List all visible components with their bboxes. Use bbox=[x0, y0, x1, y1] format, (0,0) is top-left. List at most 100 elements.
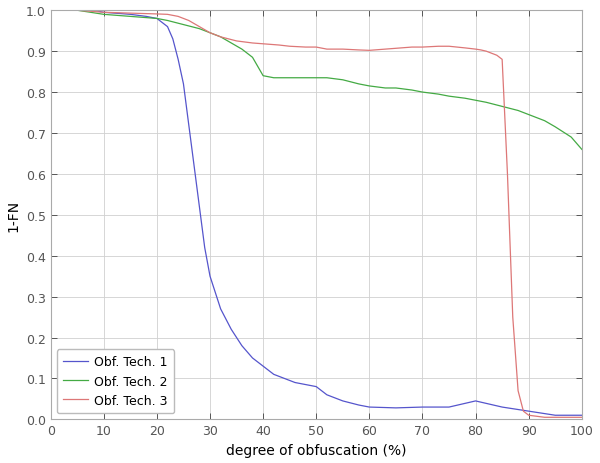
Obf. Tech. 3 bbox=[445, 44, 452, 50]
Obf. Tech. 1 bbox=[419, 404, 426, 410]
Obf. Tech. 3 bbox=[127, 11, 134, 17]
Obf. Tech. 3 bbox=[461, 46, 469, 51]
Obf. Tech. 1 bbox=[445, 404, 452, 410]
Obf. Tech. 1 bbox=[525, 408, 532, 414]
Obf. Tech. 1 bbox=[111, 11, 118, 17]
Obf. Tech. 3 bbox=[568, 414, 575, 420]
Obf. Tech. 3 bbox=[541, 414, 548, 420]
Obf. Tech. 3 bbox=[520, 408, 527, 414]
Obf. Tech. 1 bbox=[89, 8, 97, 14]
Obf. Tech. 1 bbox=[339, 398, 346, 404]
Obf. Tech. 3 bbox=[185, 19, 193, 24]
Obf. Tech. 1 bbox=[249, 356, 256, 361]
Obf. Tech. 1 bbox=[190, 163, 197, 169]
Obf. Tech. 2 bbox=[514, 108, 521, 114]
Obf. Tech. 2 bbox=[499, 104, 506, 110]
Obf. Tech. 2 bbox=[323, 76, 331, 81]
Obf. Tech. 3 bbox=[514, 388, 521, 394]
Obf. Tech. 1 bbox=[201, 245, 208, 251]
Obf. Tech. 1 bbox=[164, 25, 171, 31]
Obf. Tech. 3 bbox=[408, 45, 415, 51]
Obf. Tech. 3 bbox=[499, 57, 506, 63]
Y-axis label: 1-FN: 1-FN bbox=[6, 199, 20, 232]
Obf. Tech. 3 bbox=[47, 8, 54, 14]
Obf. Tech. 1 bbox=[238, 343, 245, 349]
Obf. Tech. 3 bbox=[419, 45, 426, 51]
Obf. Tech. 1 bbox=[196, 204, 203, 210]
Obf. Tech. 3 bbox=[504, 172, 511, 177]
Obf. Tech. 3 bbox=[472, 47, 479, 53]
Obf. Tech. 3 bbox=[153, 12, 160, 18]
Obf. Tech. 2 bbox=[270, 76, 277, 81]
Obf. Tech. 3 bbox=[488, 51, 495, 57]
Obf. Tech. 1 bbox=[499, 404, 506, 410]
Obf. Tech. 2 bbox=[313, 76, 320, 81]
Obf. Tech. 1 bbox=[74, 8, 81, 14]
Obf. Tech. 1 bbox=[313, 384, 320, 389]
Obf. Tech. 2 bbox=[551, 125, 559, 131]
Obf. Tech. 1 bbox=[100, 11, 107, 16]
Obf. Tech. 3 bbox=[382, 47, 389, 53]
Obf. Tech. 3 bbox=[313, 45, 320, 51]
Obf. Tech. 1 bbox=[366, 404, 373, 410]
Obf. Tech. 3 bbox=[206, 31, 214, 37]
Obf. Tech. 2 bbox=[472, 98, 479, 104]
Obf. Tech. 1 bbox=[169, 37, 176, 43]
Obf. Tech. 2 bbox=[164, 19, 171, 24]
Obf. Tech. 2 bbox=[127, 14, 134, 20]
Obf. Tech. 2 bbox=[339, 78, 346, 83]
Obf. Tech. 1 bbox=[180, 82, 187, 88]
Obf. Tech. 2 bbox=[217, 35, 224, 41]
Obf. Tech. 2 bbox=[227, 41, 235, 47]
Obf. Tech. 2 bbox=[206, 31, 214, 37]
Obf. Tech. 1 bbox=[578, 413, 586, 418]
Obf. Tech. 3 bbox=[249, 41, 256, 47]
Obf. Tech. 3 bbox=[74, 8, 81, 14]
Obf. Tech. 1 bbox=[392, 405, 400, 411]
Obf. Tech. 1 bbox=[551, 413, 559, 418]
Obf. Tech. 3 bbox=[493, 53, 500, 59]
Obf. Tech. 2 bbox=[153, 17, 160, 22]
Obf. Tech. 1 bbox=[323, 392, 331, 398]
Obf. Tech. 2 bbox=[355, 82, 362, 88]
Obf. Tech. 2 bbox=[286, 76, 293, 81]
Obf. Tech. 1 bbox=[472, 398, 479, 404]
Obf. Tech. 2 bbox=[445, 94, 452, 100]
Obf. Tech. 2 bbox=[74, 8, 81, 14]
Obf. Tech. 3 bbox=[323, 47, 331, 53]
Obf. Tech. 1 bbox=[260, 363, 267, 369]
Obf. Tech. 3 bbox=[578, 414, 586, 420]
Obf. Tech. 3 bbox=[477, 48, 484, 54]
Obf. Tech. 3 bbox=[275, 43, 283, 49]
Obf. Tech. 2 bbox=[392, 86, 400, 92]
Obf. Tech. 3 bbox=[260, 42, 267, 48]
Obf. Tech. 3 bbox=[217, 35, 224, 41]
Obf. Tech. 2 bbox=[180, 23, 187, 28]
Obf. Tech. 2 bbox=[541, 119, 548, 124]
Obf. Tech. 1 bbox=[281, 376, 288, 382]
Obf. Tech. 3 bbox=[302, 45, 309, 51]
Legend: Obf. Tech. 1, Obf. Tech. 2, Obf. Tech. 3: Obf. Tech. 1, Obf. Tech. 2, Obf. Tech. 3 bbox=[57, 349, 174, 413]
Obf. Tech. 2 bbox=[461, 96, 469, 102]
Obf. Tech. 3 bbox=[233, 39, 240, 44]
Obf. Tech. 1 bbox=[270, 372, 277, 377]
Obf. Tech. 1 bbox=[58, 8, 65, 14]
Obf. Tech. 3 bbox=[286, 44, 293, 50]
X-axis label: degree of obfuscation (%): degree of obfuscation (%) bbox=[226, 443, 406, 457]
Obf. Tech. 3 bbox=[175, 14, 182, 20]
Obf. Tech. 2 bbox=[302, 76, 309, 81]
Obf. Tech. 3 bbox=[100, 11, 107, 16]
Obf. Tech. 2 bbox=[482, 100, 490, 106]
Obf. Tech. 2 bbox=[196, 27, 203, 32]
Obf. Tech. 2 bbox=[382, 86, 389, 92]
Obf. Tech. 2 bbox=[260, 74, 267, 79]
Obf. Tech. 3 bbox=[366, 49, 373, 54]
Obf. Tech. 3 bbox=[164, 13, 171, 18]
Obf. Tech. 3 bbox=[196, 25, 203, 31]
Obf. Tech. 3 bbox=[392, 46, 400, 52]
Obf. Tech. 1 bbox=[206, 274, 214, 279]
Obf. Tech. 1 bbox=[127, 13, 134, 18]
Obf. Tech. 2 bbox=[419, 90, 426, 96]
Obf. Tech. 1 bbox=[355, 402, 362, 408]
Obf. Tech. 2 bbox=[238, 47, 245, 53]
